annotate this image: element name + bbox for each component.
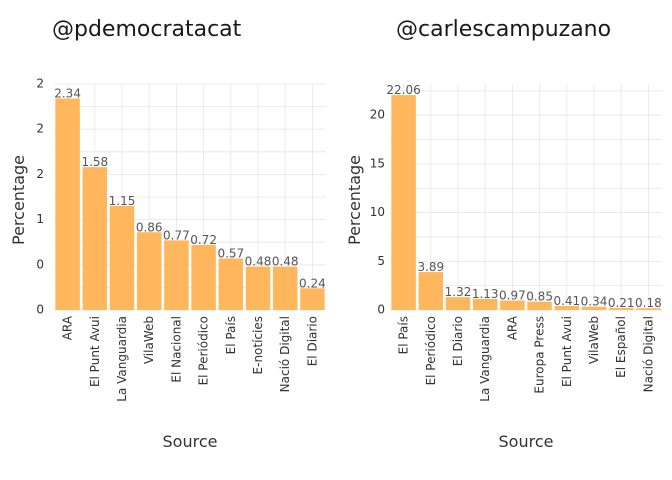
x-tick-label: Europa Press — [533, 316, 547, 394]
x-tick-label: Nació Digital — [278, 316, 292, 392]
x-tick-label: E-notícies — [251, 316, 265, 374]
x-axis-title: Source — [163, 432, 218, 451]
bar — [109, 206, 135, 310]
x-tick-label: El Diario — [451, 316, 465, 366]
bar — [55, 98, 80, 311]
x-tick-label: El Español — [614, 316, 628, 378]
x-tick-label: ARA — [61, 315, 75, 340]
y-tick-label: 0 — [36, 303, 44, 317]
y-axis-title: Percentage — [345, 155, 364, 245]
bar — [554, 306, 580, 310]
y-tick-label: 20 — [370, 108, 385, 122]
bar — [500, 300, 525, 310]
y-tick-label: 10 — [370, 205, 385, 219]
data-label: 0.72 — [190, 233, 217, 247]
data-label: 0.18 — [635, 296, 662, 310]
data-label: 2.34 — [54, 86, 81, 100]
data-label: 1.13 — [472, 287, 499, 301]
x-tick-label: VilaWeb — [142, 316, 156, 364]
data-label: 0.24 — [299, 276, 326, 290]
bar — [581, 306, 607, 310]
bar — [164, 240, 189, 310]
x-axis-title: Source — [499, 432, 554, 451]
bar — [191, 244, 216, 310]
chart-title: @carlescampuzano — [396, 17, 611, 42]
x-tick-label: El País — [224, 316, 238, 354]
data-label: 0.77 — [163, 228, 190, 242]
data-label: 0.34 — [581, 295, 608, 309]
data-label: 0.85 — [526, 290, 553, 304]
y-axis-title: Percentage — [9, 155, 28, 245]
y-tick-label: 2 — [36, 167, 44, 181]
x-tick-label: El Punt Avui — [560, 316, 574, 387]
bar — [608, 307, 634, 310]
data-label: 0.97 — [499, 289, 526, 303]
data-label: 1.58 — [81, 155, 108, 169]
x-tick-label: El Nacional — [169, 316, 183, 383]
y-tick-label: 2 — [36, 77, 44, 91]
data-label: 1.32 — [445, 285, 472, 299]
data-label: 0.41 — [553, 294, 580, 308]
bar — [272, 266, 298, 310]
x-tick-label: El Punt Avui — [88, 316, 102, 387]
x-tick-label: La Vanguardia — [478, 316, 492, 402]
x-tick-label: ARA — [505, 315, 519, 340]
bar — [391, 95, 416, 311]
bar — [445, 297, 471, 310]
bar — [300, 288, 325, 310]
chart-panel-1: @pdemocratacat 0 0 1 2 2 2 2.34 1.58 1.150.860.77… — [9, 17, 326, 451]
bar — [218, 258, 244, 310]
data-label: 3.89 — [417, 260, 444, 274]
bar — [82, 167, 108, 310]
x-tick-label: VilaWeb — [587, 316, 601, 364]
bar — [472, 298, 498, 310]
data-label: 1.15 — [109, 194, 136, 208]
chart-title: @pdemocratacat — [52, 17, 242, 42]
bar — [527, 301, 552, 310]
bar — [136, 232, 162, 310]
data-label: 0.57 — [217, 246, 244, 260]
y-tick-label: 15 — [370, 156, 385, 170]
y-tick-label: 0 — [377, 303, 385, 317]
x-tick-label: El Periódico — [197, 316, 211, 385]
y-tick-label: 1 — [36, 212, 44, 226]
bar — [418, 272, 444, 310]
y-tick-label: 5 — [377, 254, 385, 268]
data-label: 0.86 — [136, 220, 163, 234]
x-tick-label: El País — [397, 316, 411, 354]
bar — [636, 308, 661, 310]
y-tick-label: 0 — [36, 257, 44, 271]
x-tick-label: Nació Digital — [641, 316, 655, 392]
data-label: 0.48 — [272, 255, 299, 269]
y-tick-label: 2 — [36, 122, 44, 136]
x-tick-label: La Vanguardia — [115, 316, 129, 402]
x-tick-label: El Diario — [305, 316, 319, 366]
data-label: 22.06 — [386, 83, 420, 97]
bar — [245, 266, 271, 310]
data-label: 0.48 — [245, 255, 272, 269]
x-tick-label: El Periódico — [424, 316, 438, 385]
data-label: 0.21 — [608, 296, 635, 310]
